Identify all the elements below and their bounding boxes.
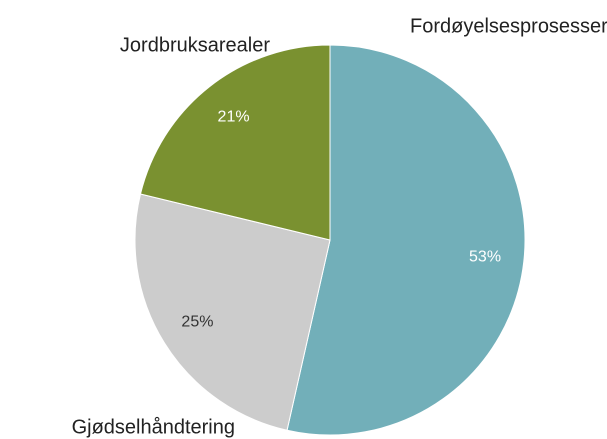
data-label: 25% [181,313,213,330]
category-label: Gjødselhåndtering [72,416,235,438]
pie-slice [286,44,526,436]
data-label: 21% [218,109,250,126]
category-label: Fordøyelsesprosesser husdyr [410,15,607,37]
pie-slice [134,193,331,431]
pie-slice [139,44,331,241]
data-label: 53% [469,249,501,266]
category-label: Jordbruksarealer [120,34,270,56]
